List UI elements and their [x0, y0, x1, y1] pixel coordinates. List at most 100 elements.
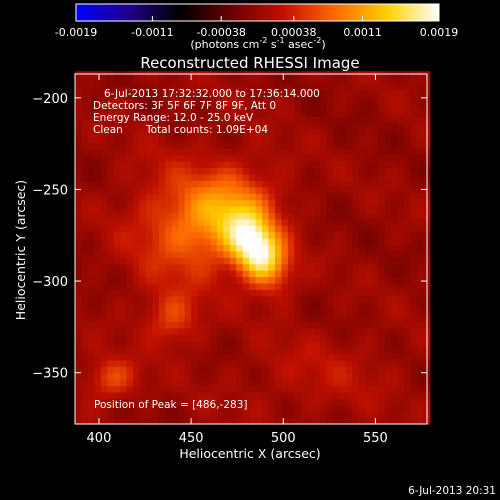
heatmap-pixel	[113, 77, 121, 85]
heatmap-pixel	[171, 225, 179, 233]
heatmap-pixel	[242, 96, 250, 104]
heatmap-pixel	[139, 212, 147, 220]
heatmap-pixel	[333, 199, 341, 207]
heatmap-pixel	[352, 231, 360, 239]
heatmap-pixel	[416, 128, 424, 136]
heatmap-pixel	[75, 314, 83, 322]
heatmap-pixel	[113, 161, 121, 169]
heatmap-pixel	[391, 379, 399, 387]
heatmap-pixel	[139, 148, 147, 156]
heatmap-pixel	[113, 90, 121, 98]
heatmap-pixel	[255, 225, 263, 233]
heatmap-pixel	[107, 282, 115, 290]
heatmap-pixel	[410, 148, 418, 156]
heatmap-pixel	[326, 411, 334, 419]
heatmap-pixel	[165, 263, 173, 271]
heatmap-pixel	[216, 199, 224, 207]
heatmap-pixel	[204, 308, 212, 316]
heatmap-pixel	[391, 180, 399, 188]
heatmap-pixel	[165, 231, 173, 239]
heatmap-pixel	[300, 90, 308, 98]
heatmap-pixel	[120, 353, 128, 361]
heatmap-pixel	[87, 167, 95, 175]
heatmap-pixel	[391, 282, 399, 290]
heatmap-pixel	[320, 109, 328, 117]
heatmap-pixel	[94, 314, 102, 322]
heatmap-pixel	[81, 71, 89, 79]
heatmap-pixel	[191, 103, 199, 111]
heatmap-pixel	[384, 340, 392, 348]
heatmap-pixel	[326, 340, 334, 348]
heatmap-pixel	[242, 238, 250, 246]
heatmap-pixel	[126, 96, 134, 104]
heatmap-pixel	[384, 205, 392, 213]
heatmap-pixel	[107, 84, 115, 92]
heatmap-pixel	[268, 154, 276, 162]
heatmap-pixel	[255, 167, 263, 175]
heatmap-pixel	[100, 282, 108, 290]
heatmap-pixel	[410, 109, 418, 117]
heatmap-pixel	[139, 128, 147, 136]
heatmap-pixel	[171, 270, 179, 278]
heatmap-pixel	[87, 353, 95, 361]
heatmap-pixel	[307, 238, 315, 246]
heatmap-pixel	[352, 334, 360, 342]
heatmap-pixel	[210, 321, 218, 329]
heatmap-pixel	[307, 372, 315, 380]
heatmap-pixel	[416, 347, 424, 355]
heatmap-pixel	[100, 359, 108, 367]
heatmap-pixel	[75, 77, 83, 85]
heatmap-pixel	[294, 379, 302, 387]
heatmap-pixel	[87, 122, 95, 130]
heatmap-pixel	[229, 308, 237, 316]
heatmap-pixel	[371, 263, 379, 271]
heatmap-pixel	[333, 186, 341, 194]
heatmap-pixel	[229, 417, 237, 425]
heatmap-pixel	[320, 218, 328, 226]
heatmap-pixel	[307, 90, 315, 98]
heatmap-pixel	[152, 186, 160, 194]
heatmap-pixel	[339, 205, 347, 213]
heatmap-pixel	[268, 141, 276, 149]
heatmap-pixel	[133, 308, 141, 316]
heatmap-pixel	[158, 96, 166, 104]
heatmap-pixel	[81, 411, 89, 419]
x-tick-label: 450	[179, 431, 204, 446]
heatmap-pixel	[126, 186, 134, 194]
heatmap-pixel	[274, 270, 283, 278]
heatmap-pixel	[171, 84, 179, 92]
heatmap-pixel	[391, 398, 399, 406]
heatmap-pixel	[345, 276, 353, 284]
heatmap-pixel	[274, 417, 283, 425]
heatmap-pixel	[204, 244, 212, 252]
heatmap-pixel	[410, 276, 418, 284]
heatmap-pixel	[365, 340, 373, 348]
heatmap-pixel	[126, 295, 134, 303]
heatmap-pixel	[384, 244, 392, 252]
heatmap-pixel	[107, 225, 115, 233]
heatmap-pixel	[94, 404, 102, 412]
heatmap-pixel	[107, 212, 115, 220]
heatmap-pixel	[378, 218, 386, 226]
heatmap-pixel	[113, 366, 121, 374]
heatmap-pixel	[145, 347, 153, 355]
heatmap-pixel	[358, 391, 366, 399]
heatmap-pixel	[229, 276, 237, 284]
heatmap-pixel	[287, 193, 295, 201]
heatmap-pixel	[75, 167, 83, 175]
heatmap-pixel	[262, 276, 270, 284]
heatmap-pixel	[133, 340, 141, 348]
heatmap-pixel	[249, 404, 257, 412]
heatmap-pixel	[300, 103, 308, 111]
heatmap-pixel	[333, 135, 341, 143]
heatmap-pixel	[216, 84, 224, 92]
heatmap-pixel	[113, 96, 121, 104]
heatmap-pixel	[236, 193, 244, 201]
heatmap-pixel	[262, 327, 270, 335]
heatmap-pixel	[339, 231, 347, 239]
heatmap-pixel	[326, 334, 334, 342]
heatmap-pixel	[87, 257, 95, 265]
heatmap-pixel	[397, 289, 405, 297]
heatmap-pixel	[242, 308, 250, 316]
heatmap-pixel	[152, 244, 160, 252]
